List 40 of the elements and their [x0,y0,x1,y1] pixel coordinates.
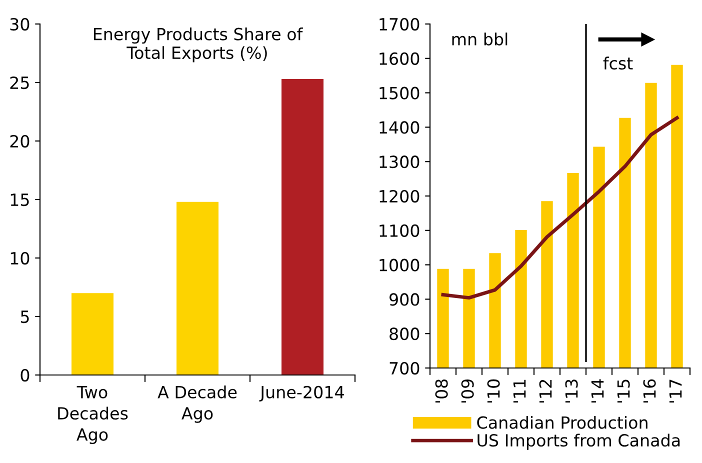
bar [282,78,324,375]
y-tick-label: 20 [10,134,30,148]
y-tick-label: 1500 [380,86,420,100]
line-series [441,116,679,300]
x-tick-label: June-2014 [259,386,344,402]
y-tick-label: 1700 [380,18,420,31]
x-tick-label: '16 [643,379,656,403]
x-tick-label: A Decade Ago [158,386,237,423]
y-tick-label: 900 [390,293,420,306]
legend-label: Canadian Production [477,416,648,429]
y-tick-label: 1200 [380,190,420,203]
y-tick-label: 10 [10,252,30,265]
y-tick-label: 1400 [380,121,420,134]
y-tick-label: 1000 [380,258,420,272]
x-tick-label: '13 [565,380,578,403]
annotation: mn bbl [452,32,508,46]
x-tick-label: '09 [461,379,474,403]
bar [72,293,114,375]
legend-label: US Imports from Canada [478,434,680,450]
y-tick-label: 700 [390,362,420,375]
x-tick-label: Two Decades Ago [58,386,128,444]
y-tick-label: 0 [20,368,30,382]
y-tick-label: 30 [10,18,30,31]
y-tick-label: 1100 [380,224,420,237]
x-tick-label: '14 [591,379,604,403]
x-tick-label: '12 [539,380,552,403]
x-tick-label: '15 [617,380,630,403]
y-tick-label: 800 [390,328,420,340]
y-tick-label: 5 [20,310,29,324]
y-tick-label: 15 [10,194,29,206]
y-tick-label: 1300 [380,156,420,168]
x-tick-label: '10 [487,379,500,403]
x-tick-label: '11 [513,380,526,403]
bar [176,202,218,375]
y-tick-label: 1600 [380,52,420,65]
annotation: fcst [603,56,633,70]
y-tick-label: 25 [10,76,29,90]
x-tick-label: '08 [435,379,448,403]
x-tick-label: '17 [669,380,682,403]
text: Energy Products Share of Total Exports (%) [94,28,303,62]
